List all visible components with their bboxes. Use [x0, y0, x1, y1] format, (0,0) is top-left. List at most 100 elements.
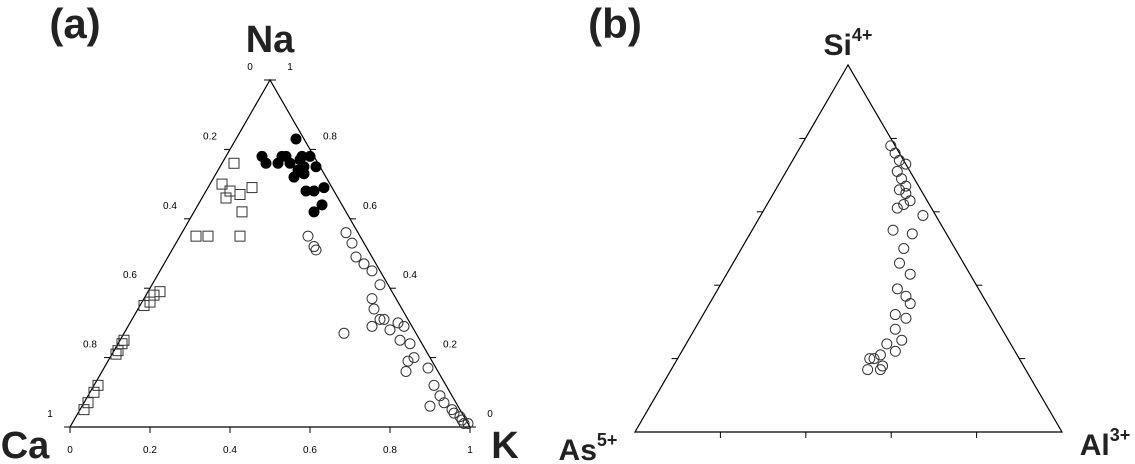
- vertex-label-sup: 3+: [1110, 425, 1131, 445]
- data-point: [366, 293, 378, 305]
- data-point: [234, 230, 246, 242]
- data-point: [316, 199, 328, 211]
- data-point: [408, 352, 420, 364]
- data-point: [900, 312, 912, 324]
- data-point: [434, 390, 446, 402]
- data-point: [304, 150, 316, 162]
- tick-label: 1: [47, 409, 53, 420]
- data-point: [358, 258, 370, 270]
- data-point: [874, 349, 886, 361]
- tick-label: 1: [467, 445, 473, 456]
- data-point: [148, 289, 160, 301]
- data-point: [896, 173, 908, 185]
- data-point: [891, 165, 903, 177]
- data-point: [904, 298, 916, 310]
- panel-label: (b): [588, 0, 642, 47]
- data-point: [374, 313, 386, 325]
- data-point: [917, 209, 929, 221]
- data-point: [893, 184, 905, 196]
- vertex-label-text: Si: [824, 29, 852, 62]
- data-point: [378, 313, 390, 325]
- tick-label: 0.6: [363, 201, 377, 212]
- tick-label: 0.2: [143, 445, 157, 456]
- tick-label: 0.6: [123, 270, 137, 281]
- data-point: [308, 206, 320, 218]
- ternary-panel: [633, 63, 1064, 438]
- data-point: [422, 362, 434, 374]
- tick-label: 0.8: [323, 131, 337, 142]
- data-point: [398, 320, 410, 332]
- data-point: [318, 182, 330, 194]
- vertex-label-sup: 4+: [852, 25, 873, 45]
- data-point: [900, 158, 912, 170]
- data-point: [898, 198, 910, 210]
- data-point: [236, 206, 248, 218]
- data-point: [368, 303, 380, 315]
- data-point: [889, 323, 901, 335]
- data-point: [881, 338, 893, 350]
- vertex-label-sup: 5+: [597, 430, 618, 450]
- data-point: [889, 147, 901, 159]
- data-point: [190, 230, 202, 242]
- data-point: [216, 178, 228, 190]
- data-point: [340, 227, 352, 239]
- data-point: [394, 334, 406, 346]
- tick-label: 0.2: [203, 131, 217, 142]
- data-point: [118, 334, 130, 346]
- data-point: [78, 404, 90, 416]
- vertex-label-text: Na: [246, 19, 295, 61]
- data-point: [234, 189, 246, 201]
- data-point: [228, 157, 240, 169]
- tick-label: 0: [247, 62, 253, 73]
- data-point: [904, 268, 916, 280]
- data-point: [116, 338, 128, 350]
- data-point: [338, 327, 350, 339]
- data-point: [366, 320, 378, 332]
- tick-label: 0.4: [403, 270, 417, 281]
- ternary-panel: 0 0 0 0.2 0.2 0.2 0.4 0.4 0.4 0.6 0.6 0.6 0.8 0.8 0.8 1…: [47, 62, 493, 456]
- data-point: [288, 171, 300, 183]
- data-point: [438, 397, 450, 409]
- vertex-label: K: [491, 425, 519, 464]
- data-point: [900, 290, 912, 302]
- data-point: [112, 345, 124, 357]
- data-point: [904, 195, 916, 207]
- data-point: [889, 345, 901, 357]
- data-point: [284, 157, 296, 169]
- vertex-label-text: Ca: [1, 425, 50, 464]
- vertex-label: Na: [246, 19, 295, 61]
- data-point: [154, 286, 166, 298]
- data-point: [366, 265, 378, 277]
- data-point: [424, 400, 436, 412]
- data-point: [891, 283, 903, 295]
- data-point: [868, 353, 880, 365]
- data-point: [877, 360, 889, 372]
- data-point: [290, 133, 302, 145]
- data-point: [874, 364, 886, 376]
- data-point: [138, 300, 150, 312]
- tick-label: 0: [487, 409, 493, 420]
- panel-label: (a): [49, 0, 100, 47]
- tick-label: 0.4: [223, 445, 237, 456]
- data-point: [402, 355, 414, 367]
- data-point: [906, 228, 918, 240]
- data-point: [384, 324, 396, 336]
- data-point: [260, 157, 272, 169]
- data-point: [350, 251, 362, 263]
- data-point: [404, 338, 416, 350]
- triangle: [633, 63, 1064, 433]
- data-point: [346, 237, 358, 249]
- tick-label: 0.8: [83, 340, 97, 351]
- data-point: [891, 202, 903, 214]
- tick-label: 0.2: [443, 340, 457, 351]
- data-point: [400, 365, 412, 377]
- data-point: [887, 224, 899, 236]
- data-point: [894, 257, 906, 269]
- data-point: [864, 353, 876, 365]
- data-point: [246, 182, 258, 194]
- vertex-label: Si4+: [824, 25, 873, 62]
- triangle: [68, 78, 472, 428]
- data-point: [88, 386, 100, 398]
- data-point: [448, 407, 460, 419]
